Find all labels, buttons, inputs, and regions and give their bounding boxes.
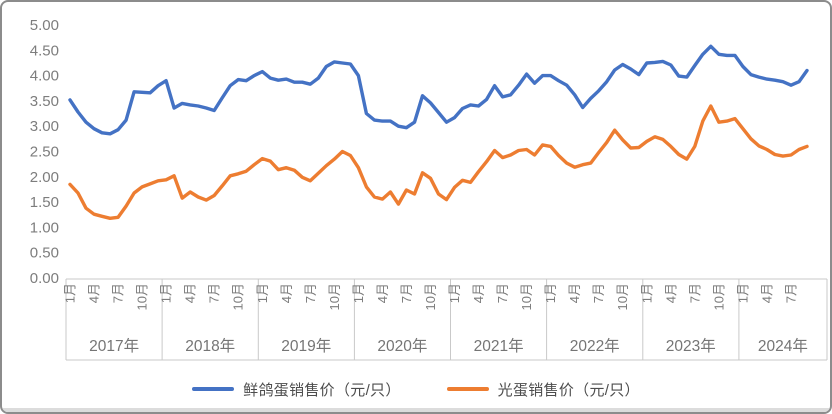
month-tick-label: 7月 [399, 283, 414, 303]
month-tick-label: 4月 [471, 283, 486, 303]
legend-line-swatch-blue [192, 386, 235, 392]
month-tick-label: 1月 [639, 283, 654, 303]
month-tick-label: 1月 [351, 283, 366, 303]
y-tick-label: 1.00 [30, 219, 59, 236]
chart-legend: 鲜鸽蛋销售价（元/只） 光蛋销售价（元/只） [2, 377, 830, 401]
month-tick-label: 1月 [447, 283, 462, 303]
month-tick-label: 7月 [207, 283, 222, 303]
month-tick-label: 7月 [303, 283, 318, 303]
y-tick-label: 0.00 [30, 270, 59, 287]
frame-bottom-edge [2, 408, 830, 412]
month-tick-label: 4月 [87, 283, 102, 303]
year-label: 2022年 [570, 337, 620, 355]
y-tick-label: 3.00 [30, 118, 59, 135]
legend-label-guang-dan: 光蛋销售价（元/只） [497, 381, 640, 399]
month-tick-label: 10月 [327, 283, 342, 310]
legend-label-fresh-pigeon-egg: 鲜鸽蛋销售价（元/只） [243, 381, 401, 399]
year-label: 2017年 [89, 337, 139, 355]
month-tick-label: 4月 [663, 283, 678, 303]
year-label: 2020年 [377, 337, 427, 355]
month-tick-label: 1月 [543, 283, 558, 303]
y-tick-label: 5.00 [30, 17, 59, 34]
month-tick-label: 7月 [784, 283, 799, 303]
month-tick-label: 10月 [423, 283, 438, 310]
month-tick-label: 10月 [231, 283, 246, 310]
year-label: 2019年 [281, 337, 331, 355]
y-tick-label: 4.00 [30, 68, 59, 85]
year-label: 2021年 [474, 337, 524, 355]
month-tick-label: 4月 [759, 283, 774, 303]
month-tick-label: 4月 [183, 283, 198, 303]
month-tick-label: 10月 [135, 283, 150, 310]
y-tick-label: 4.50 [30, 42, 59, 59]
y-tick-label: 2.00 [30, 169, 59, 186]
legend-line-swatch-orange [446, 386, 489, 392]
y-tick-label: 2.50 [30, 144, 59, 161]
month-tick-label: 4月 [375, 283, 390, 303]
month-tick-label: 1月 [735, 283, 750, 303]
month-tick-label: 10月 [519, 283, 534, 310]
month-tick-label: 7月 [111, 283, 126, 303]
year-label: 2018年 [185, 337, 235, 355]
month-tick-label: 4月 [279, 283, 294, 303]
year-label: 2024年 [758, 337, 808, 355]
y-tick-label: 1.50 [30, 194, 59, 211]
month-tick-label: 10月 [615, 283, 630, 310]
month-tick-label: 7月 [495, 283, 510, 303]
year-label: 2023年 [666, 337, 716, 355]
series-line-fresh-pigeon-egg [68, 44, 809, 136]
month-tick-label: 10月 [711, 283, 726, 310]
legend-item-guang-dan: 光蛋销售价（元/只） [446, 379, 640, 400]
y-tick-label: 3.50 [30, 93, 59, 110]
month-tick-label: 7月 [687, 283, 702, 303]
month-tick-label: 1月 [255, 283, 270, 303]
y-tick-label: 0.50 [30, 245, 59, 262]
month-tick-label: 1月 [63, 283, 78, 303]
series-line-guang-dan [68, 104, 809, 221]
month-tick-label: 1月 [159, 283, 174, 303]
legend-item-fresh-pigeon-egg: 鲜鸽蛋销售价（元/只） [192, 379, 400, 400]
month-tick-label: 4月 [567, 283, 582, 303]
month-tick-label: 7月 [591, 283, 606, 303]
